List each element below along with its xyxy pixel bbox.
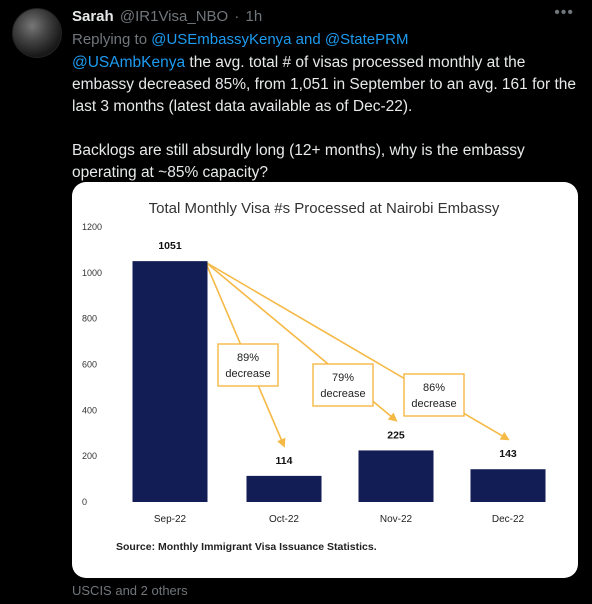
reply-mention-stateprm[interactable]: @StatePRM	[324, 31, 409, 48]
tweet-header: Sarah @IR1Visa_NBO · 1h	[72, 8, 262, 25]
y-tick-label-5: 1000	[82, 268, 102, 278]
annotation-box-2	[312, 363, 374, 407]
y-tick-label-0: 0	[82, 497, 87, 507]
y-tick-label-4: 800	[82, 314, 97, 324]
annotation-percent-1: 89%	[237, 352, 259, 364]
x-tick-label-sep-22: Sep-22	[154, 514, 187, 525]
y-tick-label-3: 600	[82, 360, 97, 370]
annotation-percent-2: 79%	[332, 372, 354, 384]
reply-and[interactable]: and	[295, 31, 321, 48]
bar-nov-22	[358, 450, 434, 502]
avatar[interactable]	[12, 8, 62, 58]
footer-liked-by[interactable]: USCIS and 2 others	[72, 583, 188, 598]
bar-oct-22	[246, 475, 322, 502]
bar-sep-22	[132, 261, 208, 502]
x-tick-label-dec-22: Dec-22	[492, 514, 525, 525]
timestamp[interactable]: 1h	[245, 8, 263, 25]
bar-dec-22	[470, 469, 546, 502]
tweet-text-p1: the avg. total # of visas processed mont…	[72, 54, 577, 115]
y-tick-label-2: 400	[82, 405, 97, 415]
chart-title: Total Monthly Visa #s Processed at Nairo…	[149, 200, 500, 217]
y-tick-label-6: 1200	[82, 222, 102, 232]
y-tick-label-1: 200	[82, 451, 97, 461]
replying-to: Replying to @USEmbassyKenya and @StatePR…	[72, 31, 408, 48]
data-label-nov-22: 225	[387, 429, 405, 441]
reply-mention-usembassykenya[interactable]: @USEmbassyKenya	[151, 31, 292, 48]
annotation-label-1: decrease	[225, 368, 270, 380]
x-tick-label-oct-22: Oct-22	[269, 514, 299, 525]
annotation-box-3	[403, 373, 465, 417]
mention-usambkenya[interactable]: @USAmbKenya	[72, 54, 186, 71]
author-handle[interactable]: @IR1Visa_NBO	[119, 8, 229, 25]
tweet-media-chart[interactable]: Total Monthly Visa #s Processed at Nairo…	[72, 182, 578, 578]
chart: Total Monthly Visa #s Processed at Nairo…	[82, 200, 546, 553]
author-name[interactable]: Sarah	[72, 8, 114, 25]
annotation-label-3: decrease	[411, 398, 456, 410]
y-axis: 0 200 400 600 800 1000 1200	[82, 222, 102, 507]
x-tick-label-nov-22: Nov-22	[380, 514, 413, 525]
more-icon[interactable]: •••	[554, 4, 574, 21]
separator: ·	[234, 8, 240, 25]
data-label-oct-22: 114	[276, 455, 293, 467]
data-label-sep-22: 1051	[158, 240, 182, 252]
bars: 1051 Sep-22 114 Oct-22 225 Nov-22 143 Dec-22	[132, 240, 546, 525]
annotation-percent-3: 86%	[423, 382, 445, 394]
tweet-text: @USAmbKenya the avg. total # of visas pr…	[72, 52, 578, 206]
tweet-text-p2: Backlogs are still absurdly long (12+ mo…	[72, 142, 525, 181]
annotation-box-1	[217, 343, 279, 387]
replying-to-label: Replying to	[72, 31, 148, 48]
annotation-label-2: decrease	[320, 388, 365, 400]
data-label-dec-22: 143	[499, 448, 517, 460]
chart-source: Source: Monthly Immigrant Visa Issuance …	[116, 541, 377, 553]
annotation-boxes: 89% decrease 79% decrease 86% decrease	[217, 343, 465, 417]
